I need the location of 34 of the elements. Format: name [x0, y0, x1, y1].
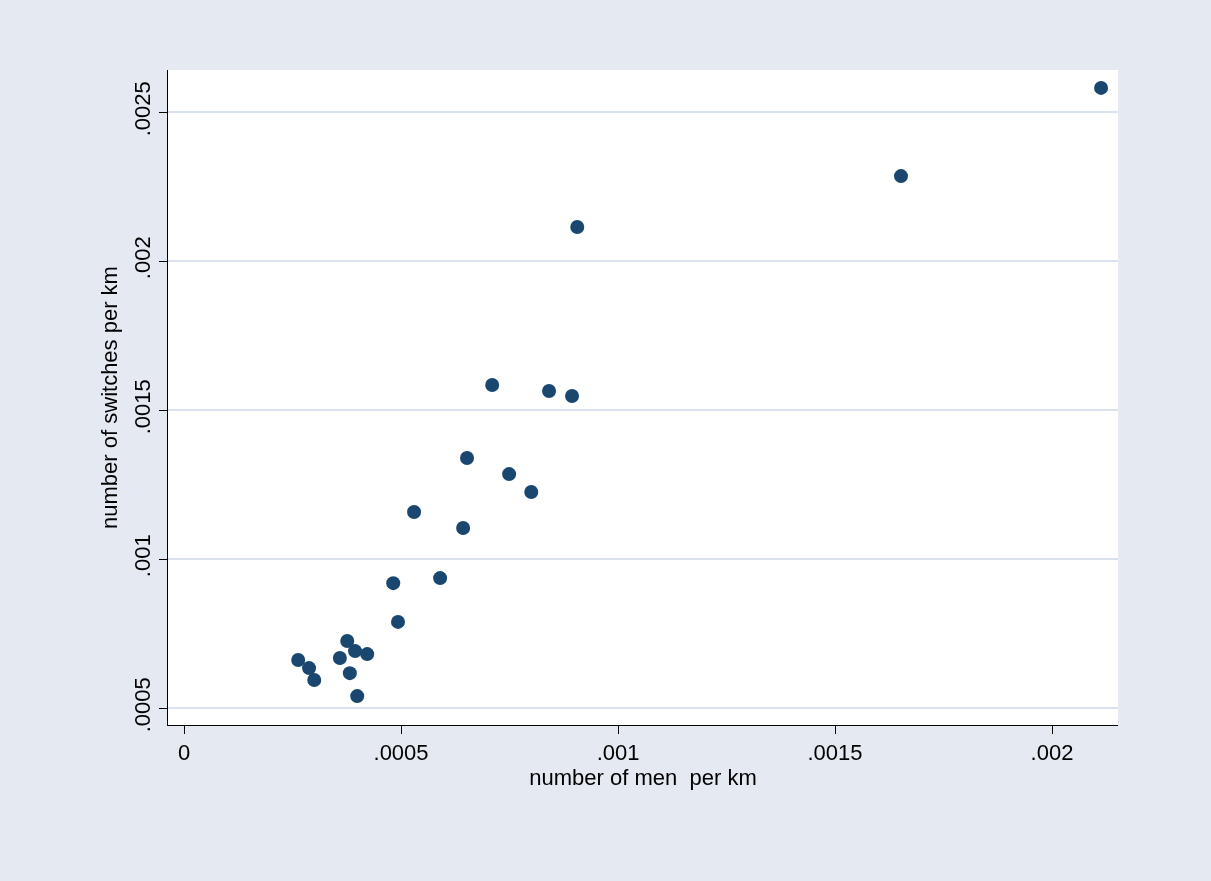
point: [894, 169, 909, 184]
point: [524, 484, 539, 499]
x-tick-label: 0: [177, 740, 191, 766]
point: [340, 633, 355, 648]
point: [485, 377, 500, 392]
x-tick-label: .0005: [373, 740, 429, 766]
point: [570, 220, 585, 235]
point: [291, 653, 306, 668]
point: [456, 521, 471, 536]
point: [391, 614, 406, 629]
point: [542, 383, 557, 398]
x-axis-title: number of men per km: [529, 765, 757, 791]
point: [360, 647, 375, 662]
point: [348, 644, 363, 659]
y-axis-title: number of switches per km: [97, 266, 122, 529]
point: [302, 661, 317, 676]
x-tick-label: .001: [596, 740, 640, 766]
point: [307, 673, 322, 687]
point: [433, 571, 448, 586]
point: [350, 689, 365, 704]
y-tick-label: .002: [130, 236, 156, 280]
x-tick-label: .0015: [807, 740, 863, 766]
point: [332, 650, 347, 665]
y-tick-label: .0015: [130, 379, 156, 435]
point: [342, 666, 357, 681]
point: [386, 576, 401, 591]
point: [460, 450, 475, 465]
x-tick-label: .002: [1030, 740, 1074, 766]
point: [407, 504, 422, 519]
point: [1094, 80, 1109, 95]
point: [565, 389, 580, 403]
point: [502, 467, 517, 482]
y-tick-label: .0025: [130, 81, 156, 137]
y-tick-label: .001: [130, 534, 156, 578]
